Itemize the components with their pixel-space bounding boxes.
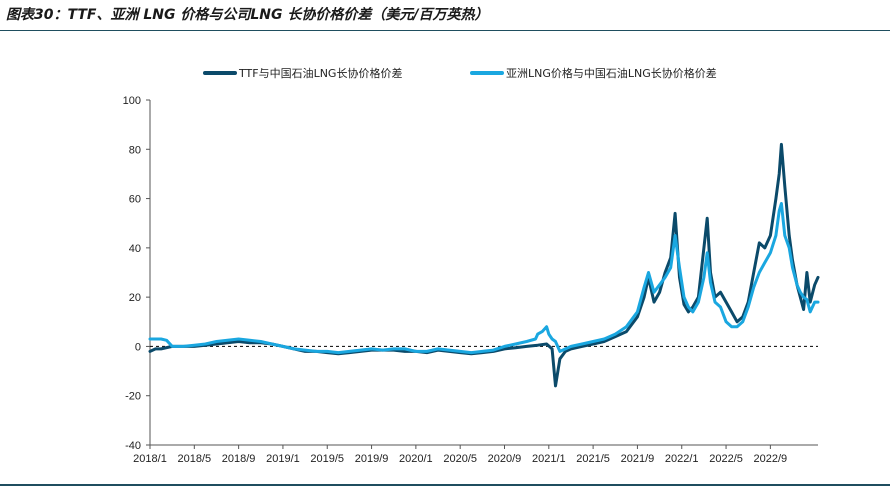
axes: -40 -20 0 20 40 60 80 100 2018/1 2018/5 2018/9 2019… xyxy=(123,95,818,465)
x-tick-label: 2021/9 xyxy=(621,453,655,465)
x-tick-label: 2020/1 xyxy=(399,453,433,465)
x-tick-label: 2018/5 xyxy=(177,453,211,465)
y-tick-label: 20 xyxy=(129,292,141,304)
y-tick-label: 60 xyxy=(129,194,141,206)
x-tick-label: 2021/5 xyxy=(576,453,610,465)
legend-label-1: TTF与中国石油LNG长协价格价差 xyxy=(238,66,402,80)
x-tick-label: 2020/9 xyxy=(488,453,522,465)
series-group xyxy=(148,142,820,388)
x-tick-label: 2018/1 xyxy=(133,453,167,465)
x-tick-label: 2019/1 xyxy=(266,453,300,465)
bottom-rule xyxy=(0,484,890,486)
x-tick-label: 2022/1 xyxy=(665,453,699,465)
x-tick-label: 2022/5 xyxy=(709,453,743,465)
title-rule xyxy=(0,30,890,31)
figure-title: 图表30：TTF、亚洲 LNG 价格与公司LNG 长协价格价差（美元/百万英热） xyxy=(6,7,489,23)
x-tick-label: 2018/9 xyxy=(222,453,256,465)
series-line-1 xyxy=(148,142,820,388)
y-tick-label: 80 xyxy=(129,144,141,156)
y-tick-label: -20 xyxy=(125,391,141,403)
legend-label-2: 亚洲LNG价格与中国石油LNG长协价格价差 xyxy=(506,66,717,80)
legend: TTF与中国石油LNG长协价格价差 亚洲LNG价格与中国石油LNG长协价格价差 xyxy=(203,66,717,80)
x-tick-label: 2022/9 xyxy=(754,453,788,465)
y-tick-label: -40 xyxy=(125,440,141,452)
y-tick-label: 40 xyxy=(129,243,141,255)
y-tick-label: 100 xyxy=(123,95,141,107)
x-tick-label: 2019/9 xyxy=(355,453,389,465)
x-tick-label: 2019/5 xyxy=(310,453,344,465)
y-tick-label: 0 xyxy=(135,341,141,353)
x-tick-label: 2021/1 xyxy=(532,453,566,465)
x-tick-label: 2020/5 xyxy=(443,453,477,465)
series-line-2 xyxy=(148,202,820,355)
